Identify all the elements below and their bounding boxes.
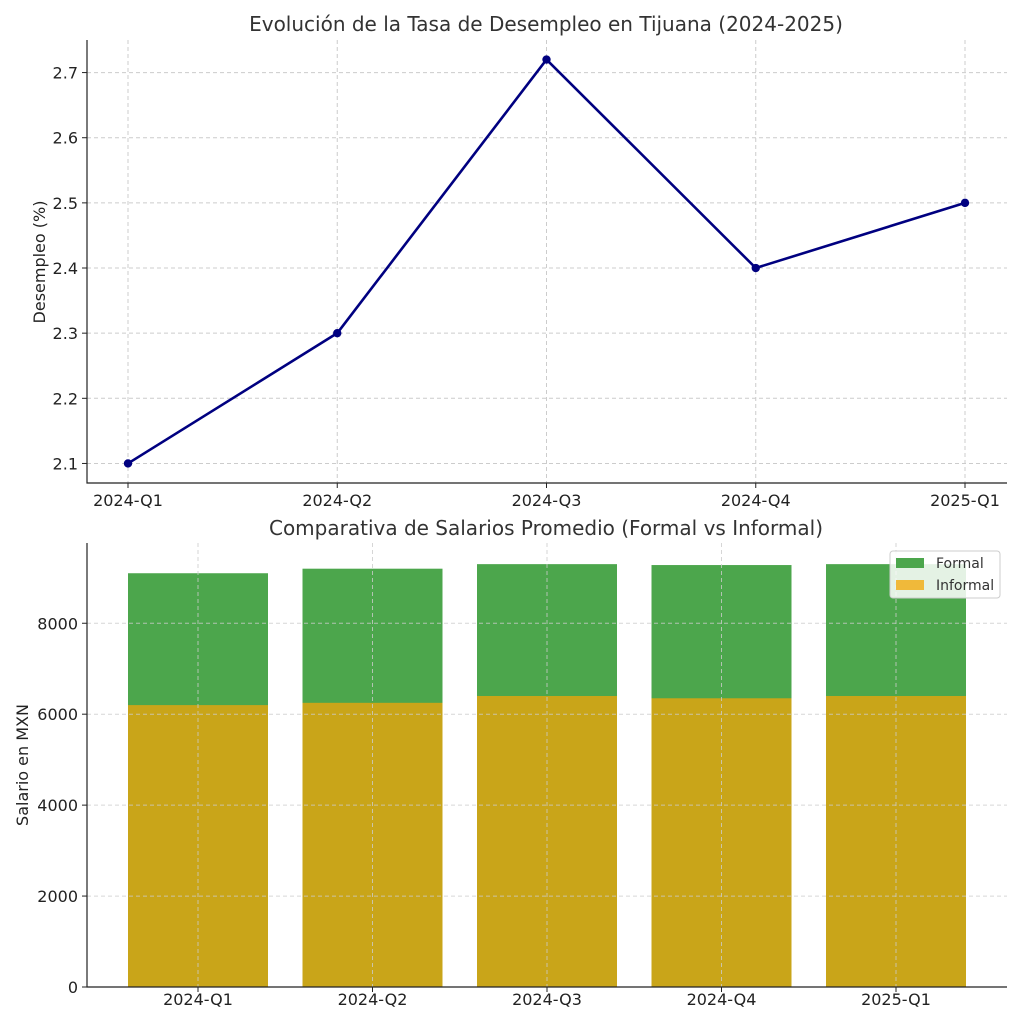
data-point: [333, 328, 342, 338]
y-tick-label: 2.4: [53, 259, 78, 278]
x-tick-label: 2024-Q2: [302, 491, 372, 510]
y-tick-labels: 0 2000 4000 6000 8000: [37, 614, 87, 997]
x-tick-label: 2024-Q2: [338, 990, 408, 1009]
data-point: [751, 263, 760, 273]
legend-swatch-formal: [896, 558, 924, 568]
x-tick-label: 2024-Q3: [512, 990, 582, 1009]
data-point: [123, 459, 133, 468]
x-tick-label: 2024-Q4: [687, 990, 757, 1009]
y-tick-label: 4000: [37, 796, 78, 815]
salary-bar-chart: Comparativa de Salarios Promedio (Formal…: [13, 516, 1007, 1009]
y-tick-label: 8000: [37, 614, 78, 633]
y-tick-label: 6000: [37, 705, 78, 724]
x-tick-label: 2025-Q1: [861, 990, 931, 1009]
y-tick-labels: 2.1 2.2 2.3 2.4 2.5 2.6 2.7: [53, 64, 87, 473]
x-tick-label: 2024-Q3: [512, 491, 582, 510]
y-tick-label: 2000: [37, 887, 78, 906]
bars: [128, 564, 966, 987]
axes-frame: [86, 40, 1007, 484]
y-tick-label: 2.3: [53, 324, 78, 343]
gridlines: [87, 40, 1007, 483]
x-tick-label: 2024-Q1: [93, 491, 163, 510]
x-tick-label: 2025-Q1: [930, 491, 1000, 510]
x-tick-labels: 2024-Q1 2024-Q2 2024-Q3 2024-Q4 2025-Q1: [93, 483, 1000, 510]
legend-swatch-informal: [896, 580, 924, 590]
data-point: [542, 55, 551, 64]
y-axis-label: Salario en MXN: [13, 704, 32, 826]
legend: Formal Informal: [889, 550, 1001, 599]
gridlines: [87, 543, 1007, 987]
y-tick-label: 2.7: [53, 64, 78, 83]
y-tick-label: 2.2: [53, 389, 78, 408]
y-tick-label: 2.5: [53, 194, 78, 213]
y-tick-label: 2.6: [53, 129, 78, 148]
data-points: [123, 55, 970, 468]
x-tick-label: 2024-Q1: [163, 990, 233, 1009]
x-tick-label: 2024-Q4: [721, 491, 791, 510]
chart-title: Evolución de la Tasa de Desempleo en Tij…: [249, 12, 843, 36]
data-point: [960, 198, 970, 208]
legend-label: Formal: [936, 556, 984, 572]
chart-title: Comparativa de Salarios Promedio (Formal…: [269, 516, 823, 540]
unemployment-line-chart: Evolución de la Tasa de Desempleo en Tij…: [30, 12, 1007, 510]
y-tick-label: 0: [68, 978, 78, 997]
legend-label: Informal: [936, 578, 994, 594]
y-tick-label: 2.1: [53, 454, 78, 473]
x-tick-labels: 2024-Q1 2024-Q2 2024-Q3 2024-Q4 2025-Q1: [163, 987, 931, 1009]
y-axis-label: Desempleo (%): [30, 201, 49, 324]
